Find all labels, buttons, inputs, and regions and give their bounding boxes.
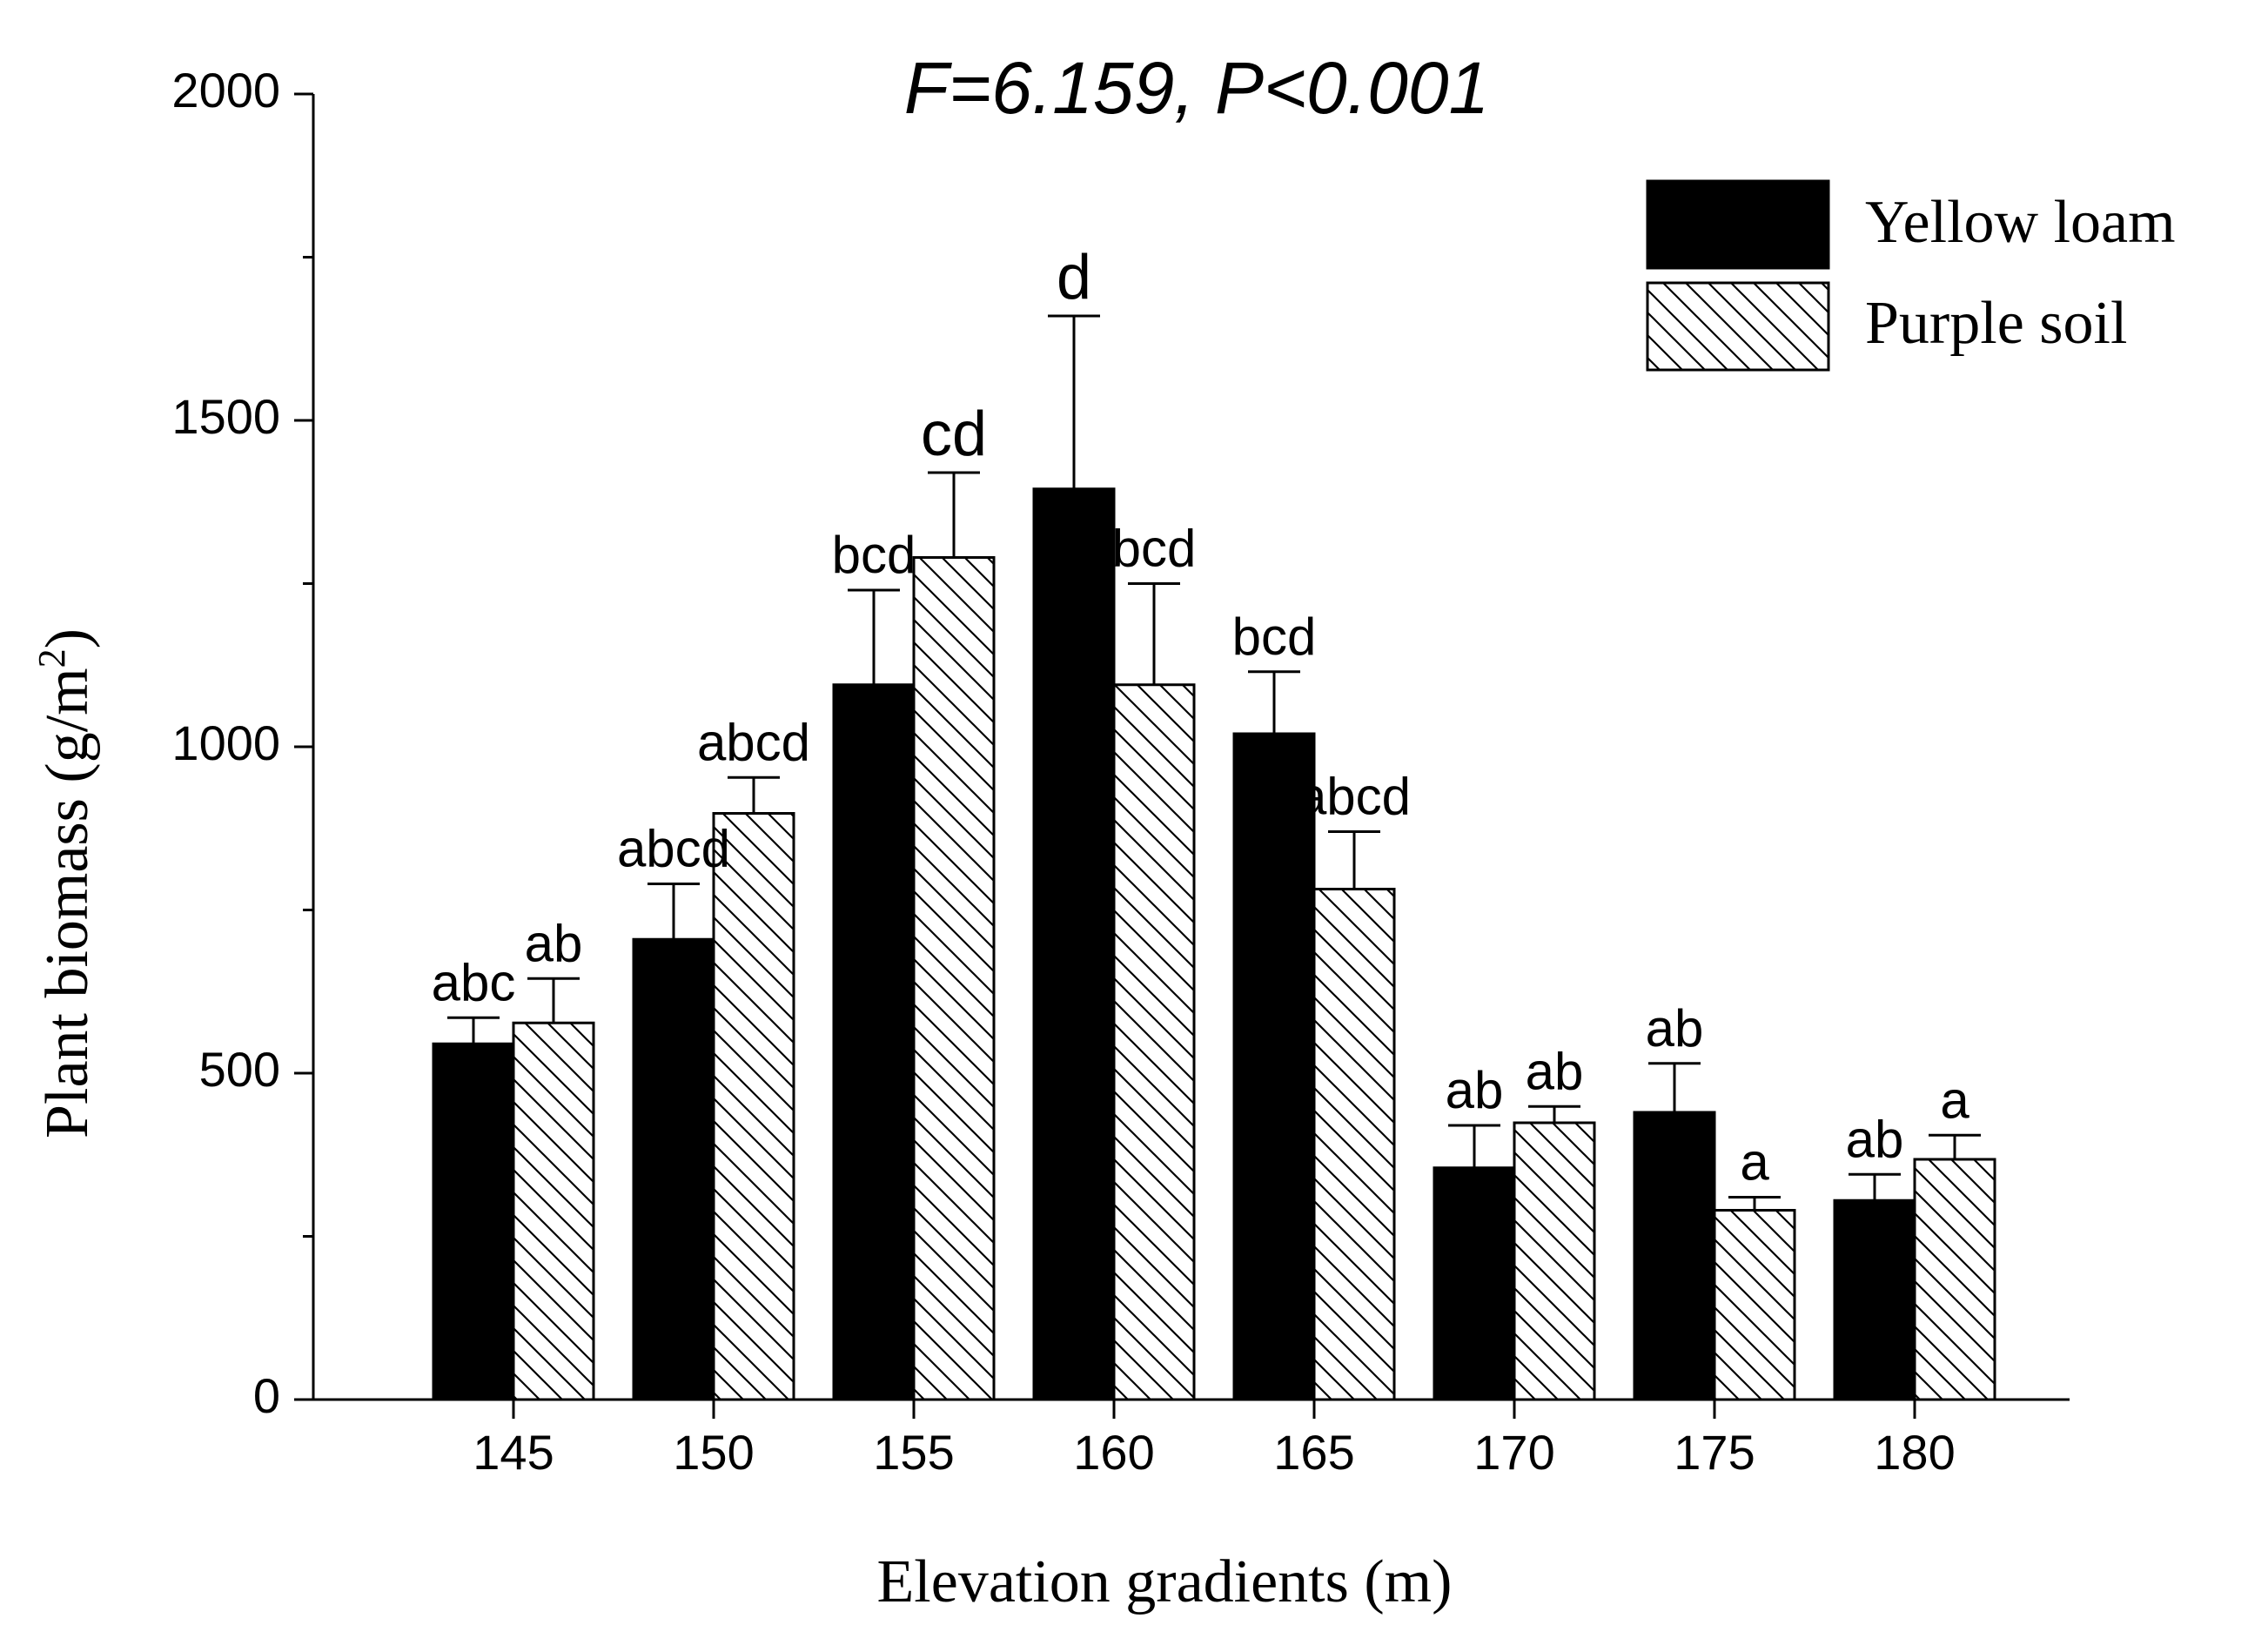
bar-yellow-loam-145: [432, 1042, 515, 1401]
bar-yellow-loam-160: [1032, 487, 1116, 1401]
significance-label: bcd: [1232, 608, 1317, 666]
y-tick-label: 0: [253, 1368, 280, 1423]
x-tick-label: 180: [1874, 1425, 1955, 1480]
bar-yellow-loam-165: [1232, 732, 1316, 1401]
legend: Yellow loam Purple soil: [1646, 179, 2176, 372]
significance-label: cd: [921, 400, 987, 469]
x-tick-label: 165: [1273, 1425, 1354, 1480]
y-axis-label: Plant biomass (g/m2): [30, 628, 101, 1138]
significance-label: abcd: [617, 820, 730, 878]
bar-yellow-loam-180: [1833, 1198, 1916, 1401]
x-tick-label: 155: [873, 1425, 954, 1480]
significance-label: abc: [432, 953, 516, 1011]
chart-title: F=6.159, P<0.001: [904, 47, 1490, 129]
error-bars: [447, 314, 1981, 1211]
y-axis-label-tail: ): [34, 628, 101, 648]
bar-purple-soil-150: [712, 812, 795, 1401]
x-axis: 145 150 155 160 165 170 175 180: [313, 1398, 2070, 1480]
y-axis: 0 500 1000 1500 2000: [171, 63, 315, 1423]
legend-label-yellow-loam: Yellow loam: [1865, 189, 2176, 256]
bar-purple-soil-180: [1913, 1158, 1996, 1401]
bar-purple-soil-145: [512, 1021, 595, 1401]
significance-label: ab: [1526, 1042, 1584, 1100]
significance-label: bcd: [1112, 520, 1197, 578]
legend-label-purple-soil: Purple soil: [1865, 290, 2127, 357]
legend-swatch-yellow-loam: [1646, 179, 1830, 270]
significance-label: ab: [1846, 1110, 1904, 1168]
significance-label: abcd: [697, 713, 810, 771]
bar-purple-soil-160: [1112, 683, 1196, 1401]
significance-label: bcd: [832, 526, 916, 584]
y-tick-label: 500: [199, 1042, 280, 1097]
bar-yellow-loam-170: [1433, 1166, 1516, 1401]
significance-label: a: [1940, 1071, 1969, 1129]
bar-purple-soil-155: [912, 556, 996, 1401]
x-axis-label: Elevation gradients (m): [877, 1548, 1453, 1615]
x-tick-label: 150: [673, 1425, 754, 1480]
bar-purple-soil-165: [1312, 888, 1396, 1401]
x-tick-label: 145: [473, 1425, 554, 1480]
significance-label: d: [1057, 243, 1091, 312]
bar-yellow-loam-155: [832, 683, 916, 1401]
significance-label: ab: [1446, 1061, 1504, 1119]
legend-swatch-purple-soil: [1646, 281, 1830, 372]
x-tick-label: 170: [1473, 1425, 1554, 1480]
significance-label: ab: [1646, 999, 1704, 1058]
y-axis-label-main: Plant biomass (g/m: [34, 668, 101, 1138]
y-tick-label: 2000: [171, 63, 280, 118]
significance-label: a: [1740, 1133, 1769, 1192]
bars: [432, 487, 1996, 1401]
bar-purple-soil-170: [1513, 1121, 1596, 1401]
y-axis-label-superscript: 2: [30, 648, 73, 668]
significance-label: ab: [525, 914, 583, 972]
bar-purple-soil-175: [1713, 1209, 1796, 1401]
y-tick-label: 1500: [171, 389, 280, 444]
significance-label: abcd: [1298, 768, 1411, 826]
y-tick-label: 1000: [171, 715, 280, 770]
x-tick-label: 160: [1073, 1425, 1154, 1480]
bar-yellow-loam-150: [632, 937, 715, 1401]
bar-yellow-loam-175: [1633, 1111, 1716, 1401]
x-tick-label: 175: [1674, 1425, 1755, 1480]
